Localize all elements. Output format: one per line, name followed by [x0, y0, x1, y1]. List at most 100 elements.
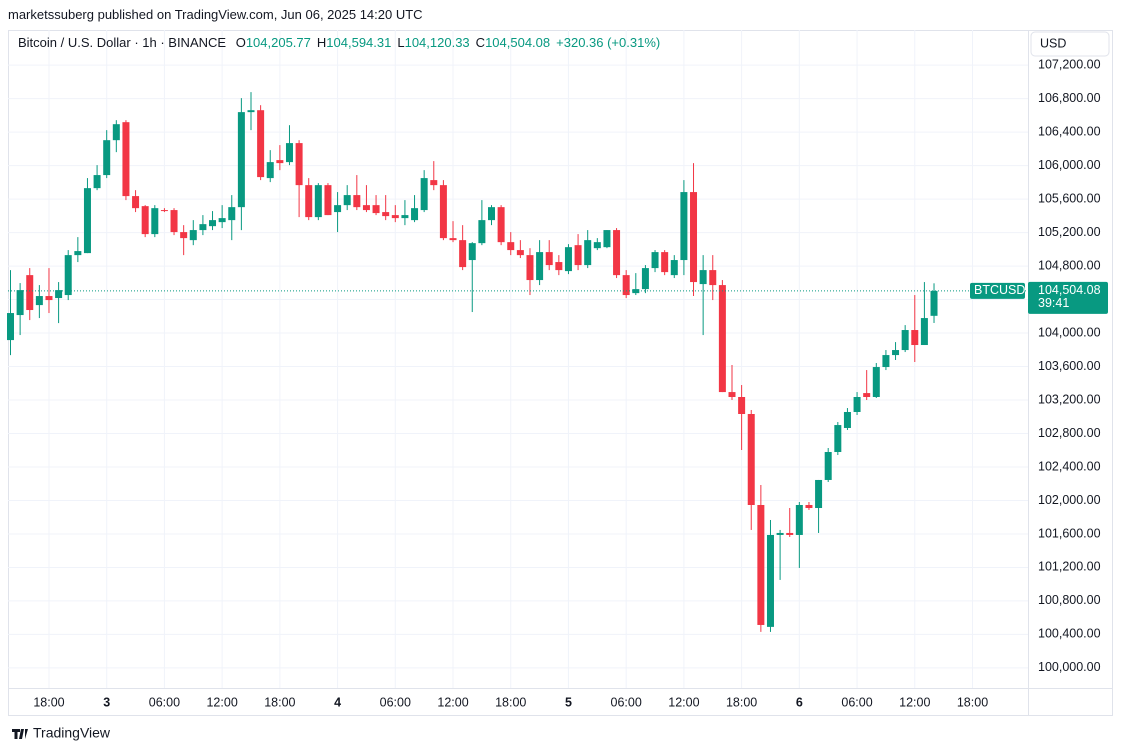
candle [199, 215, 207, 236]
candle [930, 283, 938, 323]
y-tick-label: 107,200.00 [1038, 57, 1101, 71]
candle-body [199, 224, 207, 231]
x-tick-label: 18:00 [264, 695, 295, 709]
candle [247, 92, 255, 131]
candle-body [93, 175, 101, 189]
candle [45, 268, 53, 314]
candle-body [16, 290, 24, 316]
candle [391, 205, 399, 223]
candle [747, 409, 755, 530]
x-tick-label: 6 [796, 695, 803, 709]
candle-body [26, 275, 34, 311]
candle [209, 211, 217, 231]
x-tick-label: 06:00 [380, 695, 411, 709]
candle-body [593, 242, 601, 249]
candle [834, 422, 842, 456]
y-tick-label: 106,800.00 [1038, 91, 1101, 105]
candle [35, 285, 43, 319]
candle-body [603, 230, 611, 248]
candle-body [872, 367, 880, 398]
candle [218, 205, 226, 229]
candle [824, 447, 832, 482]
candle [872, 363, 880, 399]
candle-body [314, 185, 322, 218]
candle [468, 242, 476, 313]
candle-body [55, 290, 63, 299]
candle-body [160, 210, 168, 212]
ohlc-key: L [397, 35, 405, 50]
candle-body [843, 411, 851, 428]
candle [285, 125, 293, 166]
candle-body [170, 210, 178, 233]
grid [8, 30, 1028, 688]
candle [882, 350, 890, 371]
candle [55, 282, 63, 324]
candle [122, 120, 130, 201]
candle [690, 163, 698, 297]
candle-body [622, 275, 630, 296]
ohlc-key: H [316, 35, 327, 50]
candle [430, 161, 438, 191]
currency[interactable]: USD [1040, 36, 1066, 50]
candle-body [35, 296, 43, 306]
candle [257, 105, 265, 181]
candle [180, 225, 188, 256]
candle-body [834, 425, 842, 453]
candle [603, 230, 611, 249]
candle-body [362, 205, 370, 211]
candle [64, 250, 72, 301]
ohlc-value: 104,594.31 [326, 35, 392, 50]
candle [728, 365, 736, 401]
candle [843, 408, 851, 430]
candle [622, 270, 630, 299]
candle [314, 183, 322, 221]
candle [526, 248, 534, 296]
y-tick-label: 106,000.00 [1038, 158, 1101, 172]
candle-body [237, 112, 245, 208]
candle-body [401, 215, 409, 219]
x-tick-label: 4 [334, 695, 341, 709]
candle [170, 208, 178, 236]
y-tick-label: 105,200.00 [1038, 225, 1101, 239]
candle [853, 392, 861, 416]
candle-body [420, 178, 428, 211]
candle-body [815, 479, 823, 509]
candle [555, 255, 563, 276]
y-tick-label: 100,800.00 [1038, 593, 1101, 607]
candle-body [757, 504, 765, 625]
candle-body [901, 330, 909, 351]
candle-body [449, 238, 457, 241]
candle-body [786, 532, 794, 535]
candle [766, 519, 774, 632]
candle [738, 385, 746, 450]
candle [266, 150, 274, 183]
candle [7, 270, 14, 356]
candle [382, 195, 390, 221]
candle [892, 342, 900, 361]
candle-body [488, 207, 495, 221]
candle-body [324, 185, 332, 216]
candle [449, 221, 457, 243]
candle-body [776, 532, 784, 535]
candle [112, 120, 120, 153]
candle-body [651, 252, 659, 269]
candle [103, 130, 111, 179]
candle [305, 178, 313, 221]
y-tick-label: 103,600.00 [1038, 359, 1101, 373]
candle [276, 145, 284, 171]
candle [641, 265, 649, 294]
candle-body [478, 220, 486, 244]
candle-body [334, 205, 342, 213]
candle-body [459, 240, 467, 268]
candle [815, 479, 823, 533]
y-tick-label: 100,400.00 [1038, 627, 1101, 641]
candle [795, 501, 803, 568]
price-box [1028, 281, 1108, 314]
candle-body [641, 268, 649, 290]
candle-body [257, 110, 265, 178]
currency-box[interactable] [1030, 31, 1110, 57]
candle [160, 208, 168, 213]
candle [536, 240, 544, 286]
countdown: 39:41 [1038, 296, 1069, 310]
